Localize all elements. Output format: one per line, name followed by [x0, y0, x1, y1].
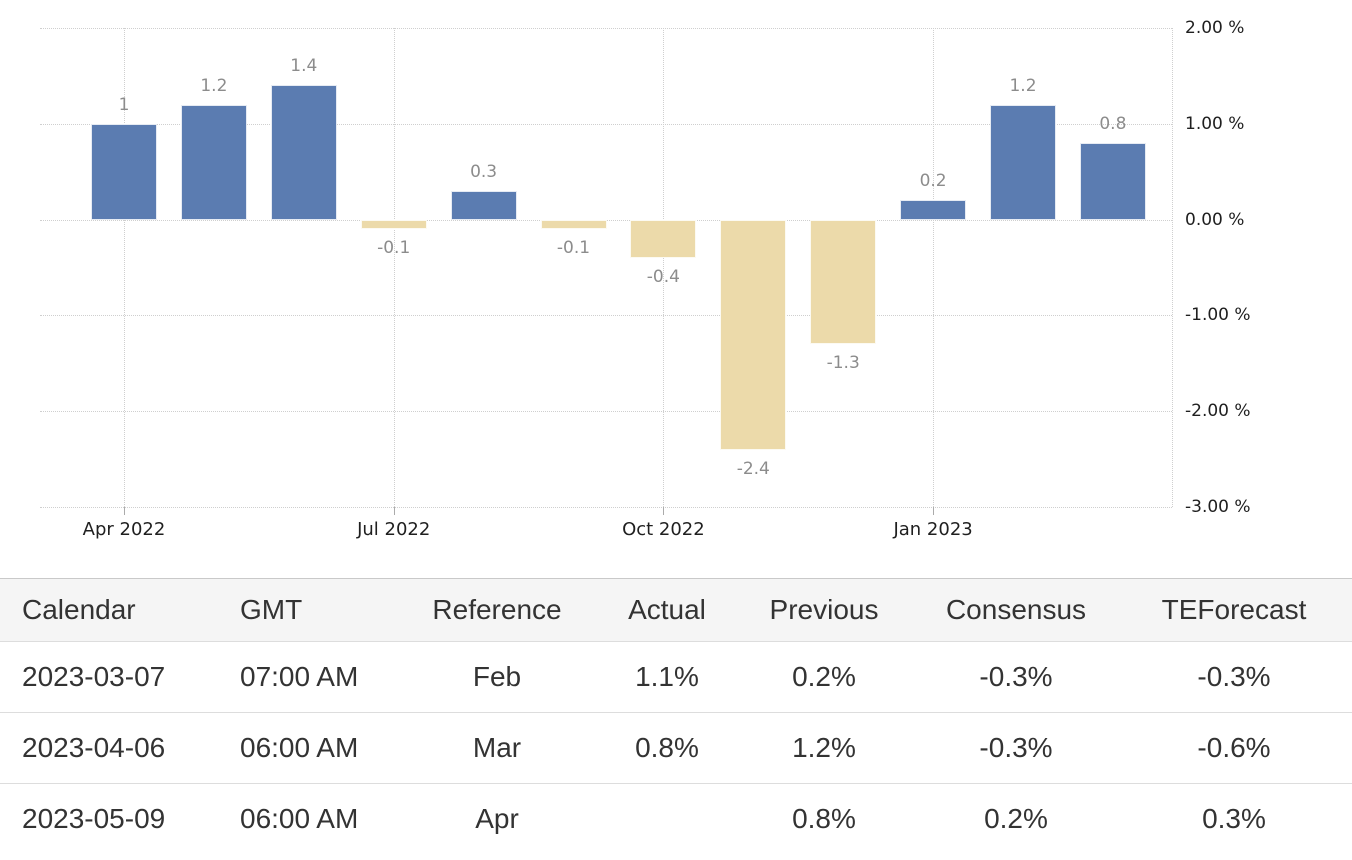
bar-chart: 2.00 % 1.00 % 0.00 % -1.00 % -2.00 % -3.00 % A…	[40, 18, 1251, 540]
y-axis-tick-label: 2.00 %	[1185, 18, 1245, 38]
bar-nov-2022[interactable]	[720, 219, 787, 450]
cell-consensus: -0.3%	[888, 712, 1144, 784]
bar-aug-2022[interactable]	[450, 190, 517, 220]
cell-gmt: 06:00 AM	[225, 712, 420, 784]
col-header-teforecast: TEForecast	[1144, 578, 1352, 642]
y-gridline	[40, 507, 1172, 508]
col-header-consensus: Consensus	[888, 578, 1144, 642]
y-axis-tick-label: -2.00 %	[1185, 401, 1251, 422]
x-axis-tick	[124, 507, 125, 515]
x-axis-tick-label: Oct 2022	[622, 519, 705, 540]
cell-teforecast: -0.6%	[1144, 712, 1352, 784]
x-axis-tick-label: Jul 2022	[357, 519, 431, 540]
cell-gmt: 07:00 AM	[240, 661, 359, 692]
y-gridline	[40, 411, 1172, 413]
y-axis-tick-label: -3.00 %	[1185, 497, 1251, 517]
bar-value-label: 0.2	[919, 171, 947, 192]
x-gridline	[1172, 28, 1173, 507]
cell-previous: 0.2%	[792, 661, 856, 692]
cell-previous: 1.2%	[760, 712, 888, 784]
col-header-previous: Previous	[760, 578, 888, 642]
cell-calendar: 2023-04-06	[0, 712, 225, 784]
bar-oct-2022[interactable]	[630, 219, 697, 258]
x-gridline	[124, 28, 125, 507]
x-gridline	[933, 28, 935, 507]
y-gridline	[40, 28, 1172, 29]
cell-teforecast: -0.3%	[1197, 661, 1271, 692]
bar-may-2022[interactable]	[180, 104, 247, 220]
bar-mar-2023[interactable]	[1079, 142, 1146, 220]
x-gridline	[393, 28, 395, 507]
col-header-reference: Reference	[420, 578, 574, 642]
table-row: 2023-03-07 07:00 AM Feb 1.1% 0.2% -0.3% …	[0, 642, 1352, 713]
cell-previous: 0.8%	[760, 783, 888, 854]
bar-value-label: 0.8	[1099, 113, 1127, 134]
table-row: 2023-05-09 06:00 AM Apr 0.8% 0.2% 0.3%	[0, 783, 1352, 854]
bar-value-label: -0.1	[556, 238, 591, 259]
bar-jun-2022[interactable]	[270, 85, 337, 220]
bar-value-label: -0.1	[377, 238, 411, 259]
bar-feb-2023[interactable]	[990, 104, 1056, 220]
bar-value-label: 1.2	[200, 75, 228, 96]
y-axis-tick-label: 1.00 %	[1185, 113, 1245, 134]
x-axis-tick-label: Jan 2023	[893, 519, 973, 540]
x-axis-tick-label: Apr 2022	[82, 519, 166, 540]
cell-calendar: 2023-03-07	[22, 661, 166, 692]
bar-apr-2022[interactable]	[91, 123, 157, 220]
cell-calendar: 2023-05-09	[0, 783, 225, 854]
bar-value-label: -1.3	[826, 353, 860, 374]
x-gridline	[663, 28, 665, 507]
y-gridline	[40, 123, 1172, 125]
cell-actual	[574, 783, 760, 854]
table-header-row: Calendar GMT Reference Actual Previous C…	[0, 578, 1352, 642]
calendar-table: Calendar GMT Reference Actual Previous C…	[0, 578, 1352, 854]
cell-consensus: -0.3%	[979, 661, 1053, 692]
cell-actual: 0.8%	[574, 712, 760, 784]
cell-gmt: 06:00 AM	[225, 783, 420, 854]
col-header-actual: Actual	[574, 578, 760, 642]
cell-consensus: 0.2%	[888, 783, 1144, 854]
y-axis-tick-label: 0.00 %	[1185, 209, 1245, 230]
table-row: 2023-04-06 06:00 AM Mar 0.8% 1.2% -0.3% …	[0, 712, 1352, 784]
bar-jan-2023[interactable]	[900, 200, 967, 220]
x-axis-tick	[393, 507, 395, 515]
bar-value-label: 1.2	[1009, 75, 1037, 96]
x-axis-tick	[933, 507, 935, 515]
cell-actual: 1.1%	[635, 661, 699, 692]
cell-teforecast: 0.3%	[1144, 783, 1352, 854]
bar-sep-2022[interactable]	[540, 219, 607, 230]
bar-dec-2022[interactable]	[810, 219, 877, 345]
bar-jul-2022[interactable]	[360, 219, 427, 230]
bar-value-label: 1.4	[290, 56, 318, 77]
cell-reference: Mar	[420, 712, 574, 784]
bar-value-label: -2.4	[736, 458, 770, 479]
y-axis-tick-label: -1.00 %	[1185, 305, 1251, 326]
bar-value-label: 1	[118, 94, 130, 115]
y-gridline	[40, 315, 1172, 317]
cell-reference: Feb	[472, 661, 522, 692]
cell-reference: Apr	[420, 783, 574, 854]
bar-value-label: -0.4	[646, 266, 680, 287]
bar-value-label: 0.3	[470, 161, 498, 182]
col-header-calendar: Calendar	[0, 578, 225, 642]
x-axis-tick	[663, 507, 665, 515]
col-header-gmt: GMT	[225, 578, 420, 642]
